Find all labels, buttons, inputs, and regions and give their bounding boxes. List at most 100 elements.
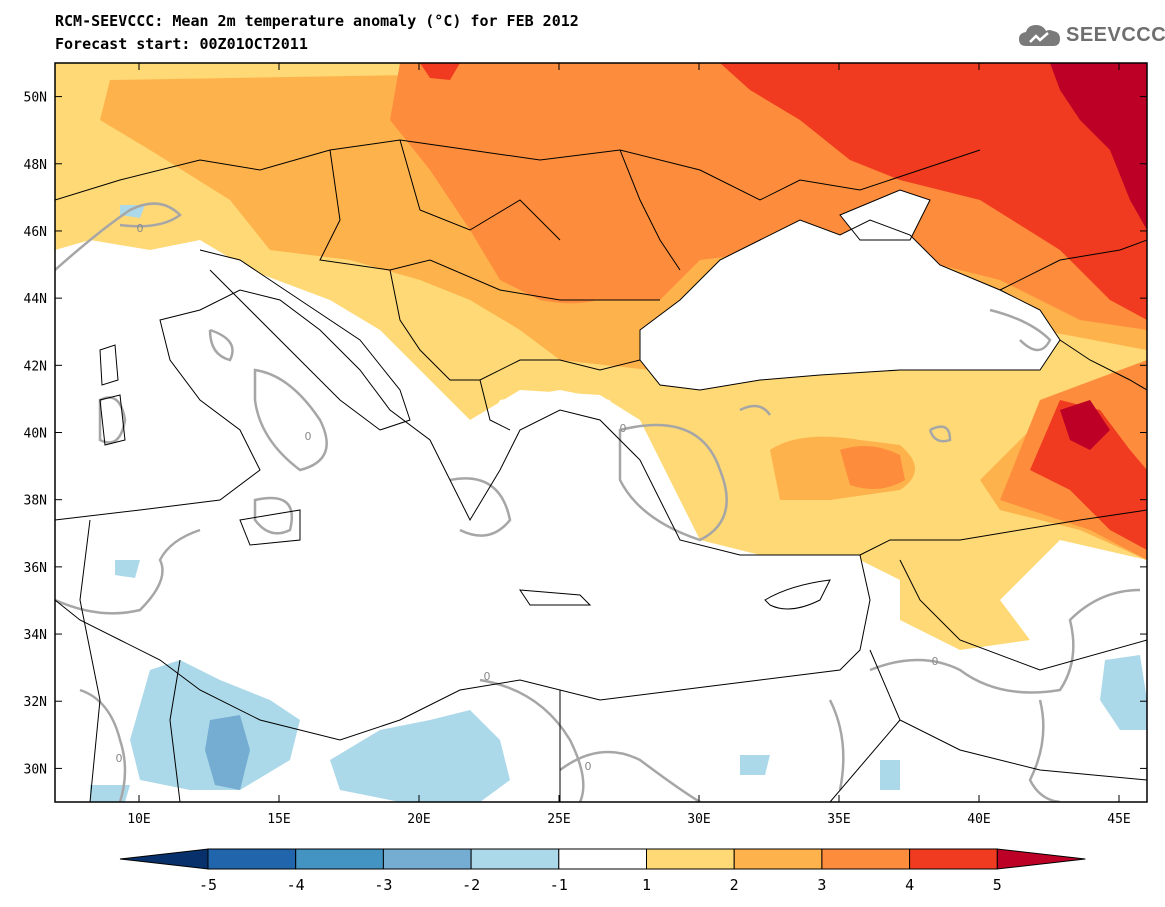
coastline	[764, 579, 831, 610]
lon-tick-label: 35E	[827, 812, 850, 827]
anomaly-region-neg1to2-small2	[740, 755, 770, 775]
logo-text: SEEVCCC	[1066, 23, 1165, 46]
map-area	[55, 63, 1147, 802]
adriatic-sea	[200, 250, 410, 430]
contour-zero-label: 0	[585, 760, 592, 773]
border	[1059, 339, 1147, 391]
zero-contour-line	[208, 328, 234, 362]
zero-contours	[55, 202, 1141, 802]
contour-zero-label: 0	[305, 430, 312, 443]
colorbar-segment	[733, 848, 823, 870]
map-title: RCM-SEEVCCC: Mean 2m temperature anomaly…	[55, 12, 579, 30]
border	[899, 559, 1147, 671]
zero-contour-line	[989, 308, 1052, 352]
lat-tick-label: 36N	[24, 561, 47, 576]
colorbar-segment	[470, 848, 560, 870]
border	[399, 139, 561, 241]
coastlines-and-borders	[55, 139, 1147, 802]
border	[869, 649, 1147, 781]
lat-tick-label: 48N	[24, 158, 47, 173]
zero-contour-line	[869, 588, 1141, 694]
colorbar-max-arrow	[996, 848, 1086, 870]
zero-contour-line	[1028, 699, 1061, 802]
colorbar-label: -2	[462, 876, 480, 894]
black-sea	[640, 220, 1060, 390]
coastline	[99, 344, 119, 386]
border	[619, 149, 681, 271]
anomaly-region-neg1to2-small3	[880, 760, 900, 790]
colorbar-segment	[646, 848, 735, 870]
lat-tick-label: 32N	[24, 695, 47, 710]
zero-contour-line	[253, 368, 328, 472]
coastline	[639, 219, 1061, 391]
colorbar-label: 4	[905, 876, 914, 894]
colorbar-segment	[821, 848, 911, 870]
lat-tick-label: 30N	[24, 762, 47, 777]
colorbar-segment	[295, 848, 384, 870]
coastline	[99, 394, 126, 446]
border	[169, 659, 181, 802]
border	[79, 519, 101, 802]
colorbar-segment	[382, 848, 472, 870]
sea-of-azov	[840, 190, 930, 240]
lon-tick-label: 15E	[267, 812, 290, 827]
lat-tick-label: 40N	[24, 427, 47, 442]
colorbar-segment	[558, 848, 647, 870]
border	[55, 139, 981, 201]
colorbar-min-arrow	[119, 848, 209, 870]
lon-tick-label: 45E	[1107, 812, 1130, 827]
contour-zero-label: 0	[137, 222, 144, 235]
contour-zero-label: 0	[484, 670, 491, 683]
colorbar-segment	[207, 848, 297, 870]
colorbar-label: -5	[199, 876, 217, 894]
longitude-ticks: 10E 15E 20E 25E 30E 35E 40E 45E	[127, 63, 1131, 827]
zero-contour-line	[79, 688, 127, 802]
colorbar-label: 3	[817, 876, 826, 894]
coastline	[55, 289, 871, 741]
border	[319, 149, 660, 301]
zero-contour-line	[253, 496, 293, 535]
lat-tick-label: 38N	[24, 494, 47, 509]
zero-contour-line	[618, 423, 728, 542]
contour-labels: 0 0 0 0 0 0 0	[116, 222, 939, 773]
contour-zero-label: 0	[932, 655, 939, 668]
colorbar: -5 -4 -3 -2 -1 1 2 3 4 5	[119, 848, 1086, 894]
colorbar-label: -3	[374, 876, 392, 894]
forecast-start-subtitle: Forecast start: 00Z01OCT2011	[55, 35, 308, 53]
zero-contour-line	[449, 477, 512, 537]
coastline	[239, 509, 301, 546]
border	[859, 509, 1147, 556]
lat-tick-label: 50N	[24, 91, 47, 106]
anomaly-region-4to5	[720, 63, 1147, 320]
zero-contour-line	[55, 202, 182, 271]
lon-tick-label: 10E	[127, 812, 150, 827]
anomaly-region-4to5-caucasus	[1030, 400, 1147, 550]
anomaly-region-neg1to2-alps	[120, 205, 145, 218]
border	[829, 719, 901, 802]
zero-contour-line	[479, 678, 585, 802]
lon-tick-label: 25E	[547, 812, 570, 827]
anomaly-region-gt5	[1050, 63, 1147, 230]
mediterranean-sea	[55, 290, 870, 740]
lon-tick-label: 20E	[407, 812, 430, 827]
border	[479, 379, 511, 431]
lon-tick-label: 40E	[967, 812, 990, 827]
colorbar-label: -1	[550, 876, 568, 894]
zero-contour-line	[559, 750, 701, 802]
coastline	[199, 249, 411, 431]
latitude-ticks: 30N 32N 34N 36N 38N 40N 42N 44N 46N 48N 50N	[24, 91, 1147, 777]
colorbar-label: -4	[287, 876, 305, 894]
zero-contour-line	[739, 404, 772, 416]
anomaly-region-3to4-danube	[520, 256, 620, 304]
zero-contour-line	[928, 425, 952, 443]
lon-tick-label: 30E	[687, 812, 710, 827]
coastline	[839, 189, 931, 241]
anomaly-region-neg1to2-small1	[115, 560, 140, 578]
contour-zero-label: 0	[116, 752, 123, 765]
border	[999, 239, 1147, 291]
anomaly-region-4to5-top	[420, 63, 460, 80]
coastline	[519, 589, 592, 606]
aegean-sea	[470, 390, 620, 560]
colorbar-label: 1	[642, 876, 651, 894]
